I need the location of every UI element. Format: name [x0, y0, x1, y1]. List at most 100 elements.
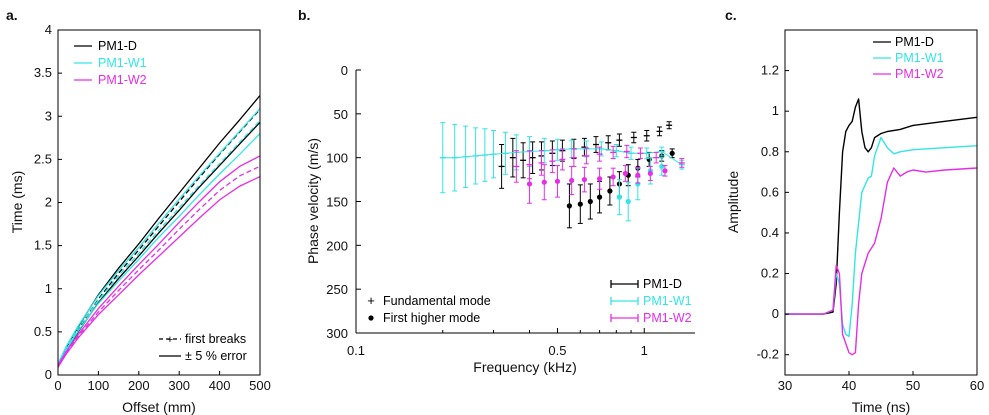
- panel-c-line-pm1-d: [785, 98, 978, 315]
- panel-c-ylabel: Amplitude: [725, 171, 741, 233]
- panel-b-ytick-label: 150: [326, 195, 348, 210]
- panel-c-ytick-label: 1.2: [761, 63, 779, 78]
- panel-b-pm1-w1-higher-marker: [625, 198, 631, 205]
- panel-b-series-legend: PM1-D PM1-W1 PM1-W2: [610, 277, 692, 325]
- panel-c: c. 30 40 50 60 -0.2 0 0.2 0.4 0.6 0.8 1 1.2 Time (n…: [725, 7, 984, 415]
- panel-a-annotation-legend: + first breaks ± 5 % error: [159, 332, 247, 363]
- panel-a-ytick-label: 4: [45, 22, 52, 37]
- panel-b-ytick-label: 200: [326, 238, 348, 253]
- panel-b-ytick-label: 0: [341, 63, 348, 78]
- panel-a-xtick-label: 200: [128, 378, 150, 393]
- panel-a-ytick-label: 0: [45, 367, 52, 382]
- panel-b-ytick-label: 100: [326, 151, 348, 166]
- panel-b-xtick-label: 0.5: [548, 343, 566, 358]
- panel-b-pm1-w2-higher-marker: [596, 176, 603, 182]
- panel-b-xtick-label: 1: [641, 343, 648, 358]
- panel-c-xtick-label: 60: [970, 378, 984, 393]
- panel-a-xtick-label: 300: [168, 378, 190, 393]
- panel-c-xtick-label: 50: [906, 378, 920, 393]
- legend-label-pm1-d-b: PM1-D: [643, 277, 682, 291]
- panel-b-pm1-w2-higher-marker: [569, 177, 575, 184]
- legend-fundamental-mode: Fundamental mode: [383, 294, 491, 308]
- panel-c-frame: [784, 29, 978, 376]
- panel-c-ytick-label: 0: [772, 306, 779, 321]
- panel-a-ytick-label: 1: [45, 281, 52, 296]
- panel-b-pm1-w2-higher-marker: [647, 170, 653, 177]
- panel-b-pm1-d-higher-marker: [587, 198, 593, 205]
- panel-b-ytick-label: 250: [326, 282, 348, 297]
- panel-b: b. 0.1 0.5 1 0 50 100 150 200 250 300 Frequency (…: [298, 7, 695, 375]
- panel-a-ytick-label: 0.5: [34, 324, 52, 339]
- panel-c-line-pm1-w2: [785, 167, 978, 356]
- panel-a-xtick-label: 100: [88, 378, 110, 393]
- panel-c-ytick-label: 0.4: [761, 225, 779, 240]
- panel-a-ytick-label: 2: [45, 195, 52, 210]
- panel-c-ytick-label: 0.2: [761, 266, 779, 281]
- panel-a-ytick-label: 3.5: [34, 65, 52, 80]
- panel-a-line-pm1-w2-dashed: [57, 165, 261, 367]
- higher-mode-marker: [368, 315, 374, 321]
- panel-b-pm1-d-higher-marker: [596, 194, 603, 200]
- panel-c-ytick-label: 0.6: [761, 184, 779, 199]
- first-breaks-marker: +: [167, 334, 173, 346]
- panel-b-xlabel: Frequency (kHz): [473, 359, 576, 375]
- annotation-error: ± 5 % error: [185, 349, 247, 363]
- panel-b-pm1-w1-higher-marker: [659, 163, 665, 170]
- panel-b-xtick-label: 0.1: [347, 343, 365, 358]
- panel-b-pm1-d-higher-marker: [607, 188, 613, 194]
- panel-a-line-pm1-w1-solid: [57, 108, 261, 365]
- legend-label-pm1-d: PM1-D: [98, 39, 137, 53]
- legend-label-pm1-w2: PM1-W2: [98, 73, 147, 87]
- panel-a-xlabel: Offset (mm): [122, 399, 196, 415]
- panel-b-ytick-label: 50: [334, 107, 348, 122]
- legend-label-pm1-w1-c: PM1-W1: [895, 51, 944, 65]
- panel-a: a. 0 100 200 300 400 500 0 0.5 1 1.5 2 2.5 3 3.5 4 Off…: [6, 7, 271, 415]
- panel-c-xtick-label: 40: [842, 378, 856, 393]
- panel-a-line-pm1-w1-solid: [57, 133, 261, 367]
- panel-a-ytick-label: 3: [45, 108, 52, 123]
- panel-b-pm1-w2-higher-marker: [662, 168, 668, 174]
- annotation-first-breaks: first breaks: [185, 332, 246, 346]
- panel-a-line-pm1-w2-solid: [57, 155, 261, 366]
- panel-b-label: b.: [298, 7, 310, 23]
- panel-c-series-group: [785, 98, 978, 356]
- panel-a-series-group: [57, 95, 261, 368]
- panel-b-pm1-w1-higher-marker: [616, 194, 623, 200]
- panel-a-ytick-label: 2.5: [34, 151, 52, 166]
- panel-b-pm1-w2-higher-marker: [541, 179, 547, 185]
- panel-b-pm1-d-higher-marker: [669, 150, 675, 156]
- panel-b-pm1-w2-higher-marker: [526, 181, 533, 187]
- panel-c-xlabel: Time (ns): [852, 399, 911, 415]
- panel-a-line-pm1-w1-dashed: [57, 120, 261, 366]
- panel-c-ytick-label: 0.8: [761, 144, 779, 159]
- panel-a-ytick-label: 1.5: [34, 238, 52, 253]
- panel-b-ylabel: Phase velocity (m/s): [305, 138, 321, 264]
- panel-b-pm1-w2-higher-marker: [635, 172, 641, 178]
- panel-b-pm1-w2-higher-marker: [554, 178, 561, 184]
- panel-b-pm1-w2-higher-marker: [622, 170, 628, 177]
- panel-c-xtick-label: 30: [778, 378, 792, 393]
- legend-label-pm1-d-c: PM1-D: [895, 35, 934, 49]
- panel-a-frame: [57, 29, 261, 376]
- panel-b-ytick-label: 300: [326, 326, 348, 341]
- panel-a-line-pm1-w2-solid: [57, 176, 261, 368]
- legend-label-pm1-w2-c: PM1-W2: [895, 67, 944, 81]
- panel-c-line-pm1-w1: [785, 136, 978, 338]
- fundamental-mode-marker: +: [367, 293, 375, 308]
- panel-a-xtick-label: 400: [209, 378, 231, 393]
- legend-label-pm1-w1-b: PM1-W1: [643, 294, 692, 308]
- panel-c-ytick-label: -0.2: [757, 347, 779, 362]
- panel-a-ylabel: Time (ms): [9, 171, 25, 233]
- panel-b-pm1-d-higher-marker: [566, 203, 573, 209]
- panel-b-mode-legend: + Fundamental mode First higher mode: [367, 293, 491, 325]
- panel-c-legend: PM1-D PM1-W1 PM1-W2: [873, 35, 944, 81]
- panel-c-ytick-label: 1: [772, 103, 779, 118]
- panel-b-series-group: [439, 121, 685, 229]
- panel-b-pm1-w2-higher-marker: [581, 176, 588, 183]
- panel-a-legend: PM1-D PM1-W1 PM1-W2: [74, 39, 147, 87]
- panel-a-xtick-label: 500: [249, 378, 271, 393]
- panel-a-label: a.: [6, 7, 18, 23]
- legend-first-higher-mode: First higher mode: [383, 311, 480, 325]
- panel-a-xtick-label: 0: [54, 378, 61, 393]
